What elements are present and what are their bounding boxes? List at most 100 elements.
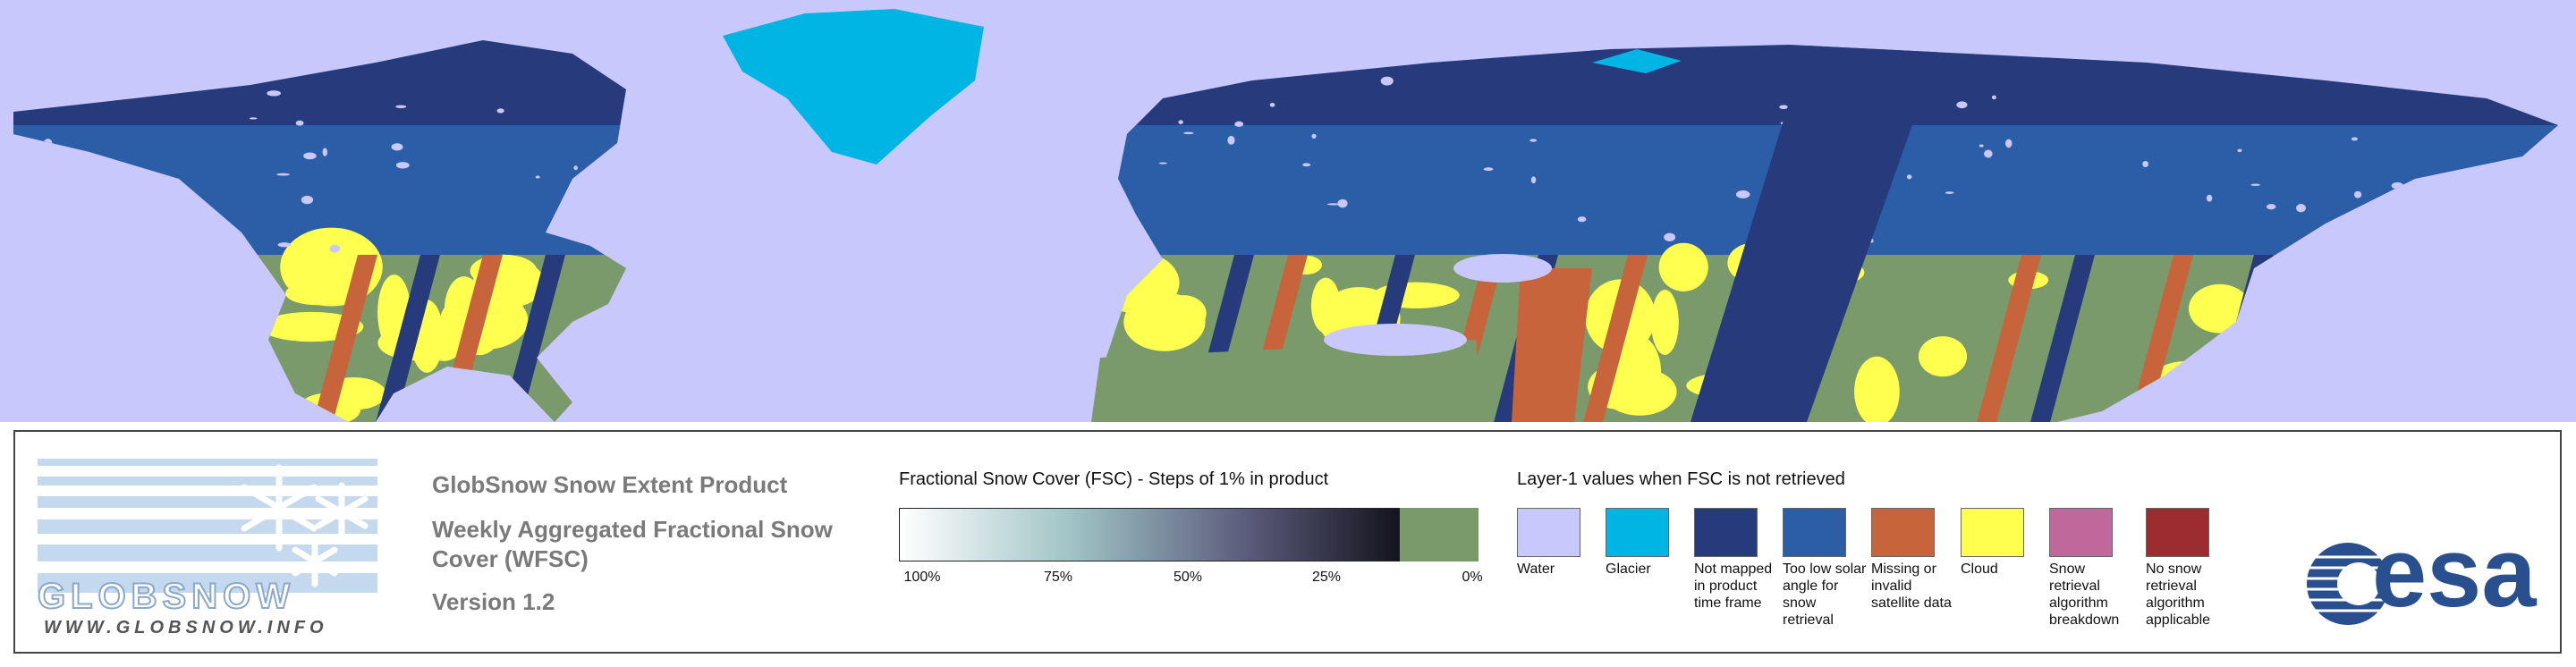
- lake: [2142, 160, 2149, 168]
- lake: [1337, 198, 1348, 208]
- legend-label: Cloud: [1961, 561, 1998, 577]
- cloud: [1918, 336, 1968, 377]
- lake: [1178, 120, 1183, 124]
- layer1-title: Layer-1 values when FSC is not retrieved: [1517, 469, 1845, 489]
- logo-stripes: [38, 459, 377, 593]
- lake: [295, 120, 304, 126]
- swath-stripe: [1581, 255, 1648, 422]
- lake: [1530, 139, 1538, 142]
- legend-label: No snow retrieval algorithm applicable: [2146, 561, 2211, 628]
- lake: [1302, 163, 1311, 167]
- cloud: [1651, 290, 1679, 355]
- esa-text: esa: [2372, 518, 2537, 628]
- legend-label: Missing or invalid satellite data: [1871, 561, 1952, 611]
- lake: [2206, 194, 2213, 202]
- product-subtitle: Weekly Aggregated Fractional Snow Cover …: [432, 516, 833, 572]
- lake: [535, 175, 540, 179]
- snowflakes: [241, 464, 369, 587]
- product-title: GlobSnow Snow Extent Product: [432, 471, 788, 498]
- legend-panel: GLOBSNOW WWW.GLOBSNOW.INFO GlobSnow Snow…: [13, 430, 2562, 654]
- lake: [1664, 232, 1676, 241]
- lake: [277, 242, 292, 248]
- lake: [249, 117, 258, 120]
- lake: [1326, 203, 1340, 206]
- lake: [1991, 95, 1996, 100]
- legend-label: Snow retrieval algorithm breakdown: [2049, 561, 2120, 628]
- lake: [1979, 144, 1984, 148]
- swath-stripe: [1975, 255, 2041, 422]
- lake: [395, 162, 410, 169]
- esa-inner: [2337, 562, 2380, 605]
- lake: [1530, 176, 1537, 184]
- legend-swatch: [2146, 508, 2209, 557]
- legend-swatch: [1694, 508, 1758, 557]
- lake: [391, 143, 403, 151]
- lake: [1158, 162, 1167, 165]
- lake: [395, 105, 407, 108]
- logo-url: WWW.GLOBSNOW.INFO: [44, 618, 328, 637]
- lake: [2237, 148, 2242, 153]
- lake: [1945, 191, 1954, 194]
- lake: [322, 148, 328, 156]
- lake: [301, 195, 314, 205]
- lake: [1311, 133, 1317, 139]
- swath-stripe: [2127, 255, 2193, 422]
- fsc-title: Fractional Snow Cover (FSC) - Steps of 1…: [899, 469, 1329, 489]
- swath-stripe: [2029, 255, 2095, 422]
- fsc-tick-label: 25%: [1311, 570, 1342, 585]
- logo-name: GLOBSNOW: [37, 576, 295, 617]
- swath-stripe: [311, 255, 377, 422]
- lake: [2351, 137, 2358, 141]
- legend-swatch: [1517, 508, 1580, 557]
- lake: [496, 108, 504, 114]
- lake: [1577, 216, 1587, 223]
- legend-swatch: [1606, 508, 1669, 557]
- africa: [1091, 340, 1485, 422]
- lake: [1234, 121, 1244, 127]
- product-version: Version 1.2: [432, 588, 555, 615]
- lake: [1183, 131, 1194, 135]
- fsc-tick-label: 100%: [903, 570, 941, 585]
- fsc-tick-label: 0%: [1462, 570, 1483, 585]
- lake: [329, 244, 341, 253]
- sea: [1324, 324, 1467, 356]
- lake: [2296, 204, 2306, 213]
- cloud: [1310, 277, 1341, 334]
- lake: [1483, 167, 1494, 172]
- fsc-tick-label: 50%: [1173, 570, 1203, 585]
- lake: [1779, 105, 1789, 109]
- cloud: [1658, 242, 1708, 291]
- lake: [1956, 101, 1968, 109]
- legend-swatch: [2049, 508, 2113, 557]
- lake: [267, 90, 282, 97]
- legend-label: Glacier: [1606, 561, 1651, 577]
- cloud: [1854, 356, 1900, 422]
- legend-swatch: [1961, 508, 2024, 557]
- lake: [2004, 139, 2012, 148]
- lake: [2266, 204, 2276, 210]
- esa-emblem: [2305, 543, 2394, 625]
- legend-label: Not mapped in product time frame: [1694, 561, 1773, 611]
- swath-stripe: [374, 255, 440, 422]
- lake: [1984, 149, 1993, 158]
- lake: [573, 165, 578, 171]
- snow-map: [0, 0, 2576, 422]
- lake: [1380, 76, 1394, 86]
- lake: [2250, 183, 2260, 186]
- legend-swatch: [1871, 508, 1935, 557]
- fsc-gradient: [899, 508, 1400, 561]
- fsc-tick-label: 75%: [1043, 570, 1073, 585]
- lake: [1906, 174, 1912, 180]
- lake: [1735, 190, 1750, 198]
- glacier: [1592, 49, 1682, 73]
- missing-area: [1512, 268, 1592, 422]
- cloud: [285, 281, 349, 306]
- lake: [276, 173, 290, 176]
- cloud: [2189, 283, 2251, 334]
- logo-graphic: [38, 459, 377, 593]
- lake: [1269, 103, 1275, 107]
- lake: [1227, 135, 1235, 145]
- lake: [303, 152, 317, 160]
- no-snow-swatch: [1400, 508, 1479, 561]
